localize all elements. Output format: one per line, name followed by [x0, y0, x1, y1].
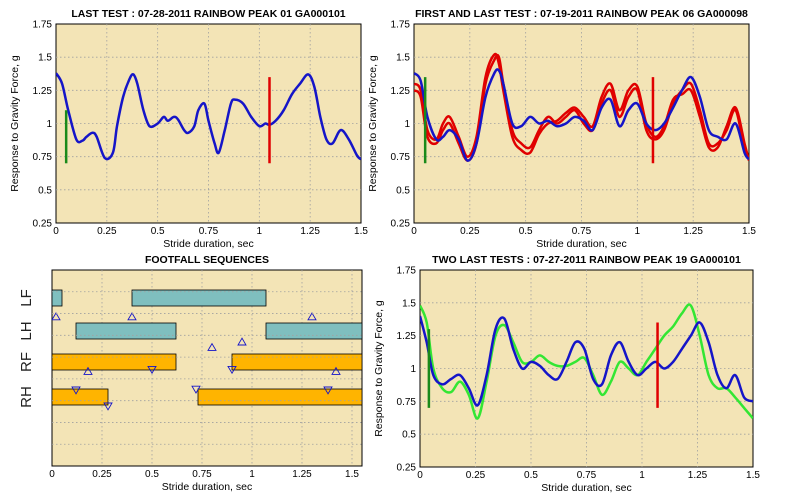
y-tick-label: 1.5 — [402, 298, 416, 309]
x-axis-label: Stride duration, sec — [163, 238, 253, 250]
y-tick-label: 0.25 — [33, 219, 53, 230]
row-label-rf: RF — [18, 352, 35, 372]
x-tick-label: 1.5 — [742, 226, 756, 237]
y-axis-label: Response to Gravity Force, g — [367, 55, 379, 192]
y-tick-label: 0.75 — [33, 152, 53, 163]
x-tick-label: 1.25 — [688, 470, 708, 481]
footfall-triangle-icon — [331, 366, 341, 375]
footfall-triangle-icon — [52, 312, 61, 321]
footfall-triangle-icon — [71, 386, 81, 395]
y-tick-label: 0.75 — [397, 397, 417, 408]
plot-marks — [56, 72, 361, 164]
row-label-lh: LH — [18, 321, 35, 340]
y-tick-label: 0.5 — [38, 185, 52, 196]
x-tick-label: 0.25 — [460, 226, 480, 237]
chart-p3: FOOTFALL SEQUENCES 0 0.25 0.5 0.75 1 1.25 1.5 St… — [18, 254, 363, 493]
y-tick-label: 1.25 — [397, 331, 417, 342]
y-tick-label: 1.75 — [33, 20, 53, 31]
x-tick-label: 1.5 — [746, 470, 760, 481]
y-tick-label: 0.25 — [391, 219, 411, 230]
footfall-triangle-icon — [323, 386, 333, 395]
footfall-triangle-icon — [307, 312, 317, 321]
x-tick-label: 0.75 — [572, 226, 592, 237]
x-tick-label: 0.5 — [519, 226, 533, 237]
y-tick-label: 1 — [404, 119, 410, 130]
plot-marks — [420, 303, 753, 420]
y-axis-label: Response to Gravity Force, g — [373, 300, 385, 437]
x-tick-label: 1 — [257, 226, 263, 237]
chart-title: FIRST AND LAST TEST : 07-19-2011 RAINBOW… — [415, 8, 748, 20]
plot-marks — [414, 52, 749, 164]
x-axis-label: Stride duration, sec — [541, 482, 631, 494]
footfall-triangle-icon — [227, 365, 237, 375]
x-tick-label: 0.25 — [466, 470, 486, 481]
chart-title: LAST TEST : 07-28-2011 RAINBOW PEAK 01 G… — [71, 8, 345, 20]
x-axis-label: Stride duration, sec — [536, 238, 626, 250]
x-tick-label: 0 — [411, 226, 417, 237]
x-tick-label: 1.5 — [354, 226, 368, 237]
x-tick-label: 0 — [49, 469, 55, 480]
y-tick-label: 1.25 — [33, 86, 53, 97]
footfall-bar-rh — [52, 388, 109, 406]
series-line-1 — [56, 72, 361, 161]
row-label-rh: RH — [18, 386, 35, 408]
x-tick-label: 0.75 — [577, 470, 597, 481]
footfall-triangle-icon — [207, 342, 217, 351]
chart-title: TWO LAST TESTS : 07-27-2011 RAINBOW PEAK… — [432, 254, 741, 266]
footfall-triangle-icon — [103, 402, 113, 411]
footfall-bar-lf — [52, 289, 63, 307]
footfall-bar-lh — [75, 322, 177, 340]
footfall-bar-rf — [52, 353, 177, 371]
x-tick-label: 0.5 — [524, 470, 538, 481]
x-tick-label: 1 — [639, 470, 645, 481]
y-axis-label: Response to Gravity Force, g — [9, 55, 21, 192]
x-tick-label: 0.75 — [192, 469, 212, 480]
x-axis-label: Stride duration, sec — [162, 481, 252, 493]
y-tick-label: 0.25 — [397, 463, 417, 474]
chart-p2: FIRST AND LAST TEST : 07-19-2011 RAINBOW… — [367, 8, 756, 250]
x-tick-label: 0 — [417, 470, 423, 481]
x-tick-label: 1.25 — [300, 226, 320, 237]
series-line-2 — [420, 315, 753, 407]
y-tick-label: 1 — [46, 119, 52, 130]
y-tick-label: 1.5 — [38, 53, 52, 64]
chart-title: FOOTFALL SEQUENCES — [145, 254, 269, 266]
footfall-bar-lf — [131, 289, 267, 307]
x-tick-label: 0.25 — [92, 469, 112, 480]
footfall-triangle-icon — [127, 312, 137, 321]
y-tick-label: 0.5 — [402, 430, 416, 441]
x-tick-label: 1 — [635, 226, 641, 237]
y-tick-label: 0.5 — [396, 185, 410, 196]
chart-p4: TWO LAST TESTS : 07-27-2011 RAINBOW PEAK… — [373, 254, 760, 494]
x-tick-label: 0.5 — [151, 226, 165, 237]
x-tick-label: 0 — [53, 226, 59, 237]
footfall-bar-rh — [197, 388, 362, 406]
row-label-lf: LF — [18, 289, 35, 307]
y-tick-label: 1.25 — [391, 86, 411, 97]
x-tick-label: 1 — [249, 469, 255, 480]
chart-p1: LAST TEST : 07-28-2011 RAINBOW PEAK 01 G… — [9, 8, 368, 250]
y-tick-label: 1.75 — [391, 20, 411, 31]
y-tick-label: 1.75 — [397, 266, 417, 277]
series-line-3 — [414, 68, 749, 162]
x-tick-label: 0.75 — [199, 226, 219, 237]
plot-area — [419, 269, 754, 468]
y-tick-label: 1 — [410, 364, 416, 375]
footfall-triangle-icon — [191, 385, 201, 394]
x-tick-label: 1.5 — [345, 469, 359, 480]
footfall-triangle-icon — [147, 365, 157, 375]
x-tick-label: 1.25 — [292, 469, 312, 480]
x-tick-label: 1.25 — [683, 226, 703, 237]
footfall-triangle-icon — [237, 337, 247, 346]
y-tick-label: 0.75 — [391, 152, 411, 163]
x-tick-label: 0.5 — [145, 469, 159, 480]
footfall-bar-lh — [265, 322, 362, 340]
y-tick-label: 1.5 — [396, 53, 410, 64]
footfall-bar-rf — [231, 353, 362, 371]
x-tick-label: 0.25 — [97, 226, 117, 237]
footfall-triangle-icon — [83, 366, 93, 375]
